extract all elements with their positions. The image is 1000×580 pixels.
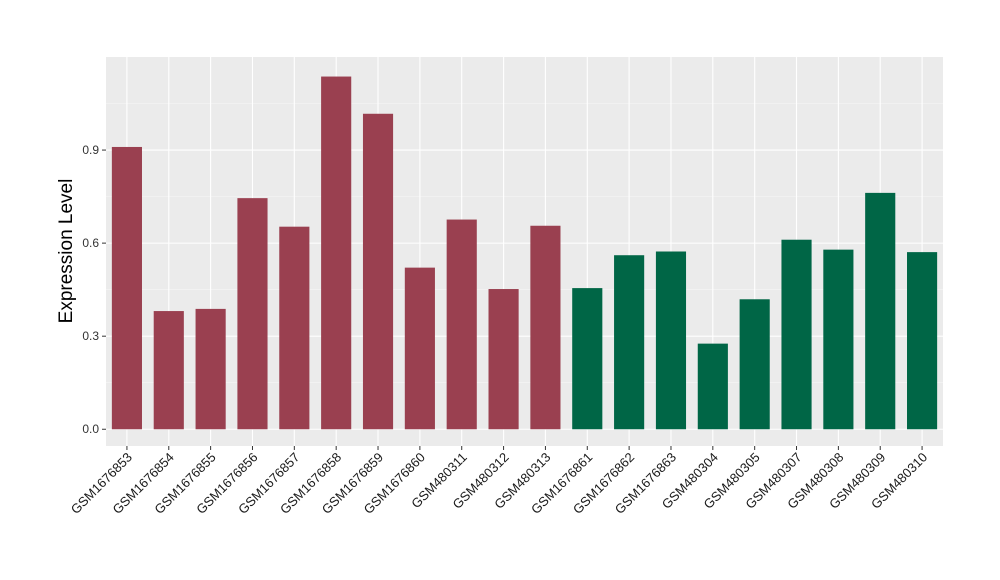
bar-GSM1676854: [153, 311, 184, 430]
bar-GSM480305: [739, 299, 770, 430]
bar-GSM1676859: [362, 113, 394, 430]
y-tick-label: 0.6: [82, 236, 99, 250]
bars: [111, 76, 938, 430]
y-tick-label: 0.9: [82, 143, 99, 157]
bar-GSM480310: [907, 252, 938, 430]
bar-GSM480313: [530, 225, 561, 430]
bar-GSM480309: [865, 192, 896, 430]
plot-panel: [106, 57, 943, 446]
x-axis: GSM1676853GSM1676854GSM1676855GSM1676856…: [68, 446, 930, 517]
bar-GSM1676862: [614, 255, 645, 430]
bar-GSM1676861: [572, 288, 603, 430]
y-axis: 0.0 0.3 0.6 0.9: [82, 143, 106, 436]
bar-GSM1676860: [404, 267, 435, 430]
y-tick-label: 0.0: [82, 422, 99, 436]
y-tick-label: 0.3: [82, 329, 99, 343]
bar-GSM480311: [446, 219, 477, 430]
bar-GSM480308: [823, 249, 854, 430]
bar-GSM1676856: [237, 198, 268, 430]
bar-GSM1676858: [321, 76, 352, 430]
bar-GSM1676853: [111, 146, 142, 430]
bar-GSM480312: [488, 289, 519, 430]
bar-GSM480304: [697, 343, 728, 430]
bar-GSM1676855: [195, 308, 226, 430]
y-axis-title: Expression Level: [56, 179, 77, 324]
bar-GSM1676863: [655, 251, 687, 430]
bar-GSM1676857: [279, 226, 310, 430]
bar-GSM480307: [781, 239, 812, 430]
